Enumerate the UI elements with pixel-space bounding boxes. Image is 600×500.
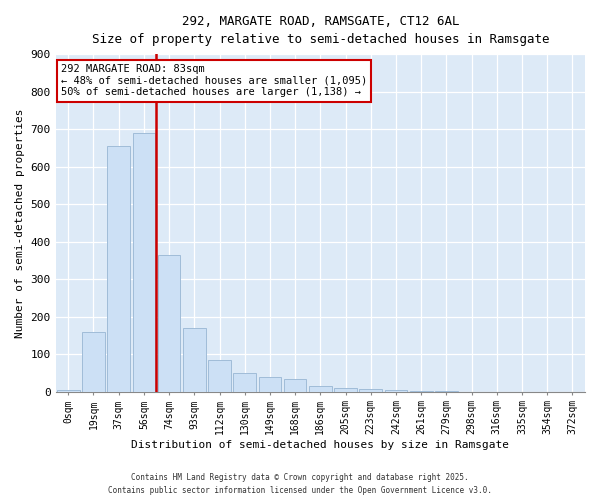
Text: 292 MARGATE ROAD: 83sqm
← 48% of semi-detached houses are smaller (1,095)
50% of: 292 MARGATE ROAD: 83sqm ← 48% of semi-de… (61, 64, 367, 98)
Bar (359, 388, 382, 392)
Bar (107, 146, 130, 392)
Y-axis label: Number of semi-detached properties: Number of semi-detached properties (15, 108, 25, 338)
Bar (183, 328, 206, 392)
Text: Contains HM Land Registry data © Crown copyright and database right 2025.
Contai: Contains HM Land Registry data © Crown c… (108, 473, 492, 495)
Bar (233, 373, 256, 392)
X-axis label: Distribution of semi-detached houses by size in Ramsgate: Distribution of semi-detached houses by … (131, 440, 509, 450)
Bar (57, 390, 80, 392)
Bar (309, 386, 332, 392)
Bar (133, 133, 155, 392)
Bar (158, 254, 181, 392)
Bar (334, 388, 357, 392)
Bar (82, 332, 105, 392)
Title: 292, MARGATE ROAD, RAMSGATE, CT12 6AL
Size of property relative to semi-detached: 292, MARGATE ROAD, RAMSGATE, CT12 6AL Si… (92, 15, 549, 46)
Bar (385, 390, 407, 392)
Bar (208, 360, 231, 392)
Bar (259, 376, 281, 392)
Bar (284, 379, 307, 392)
